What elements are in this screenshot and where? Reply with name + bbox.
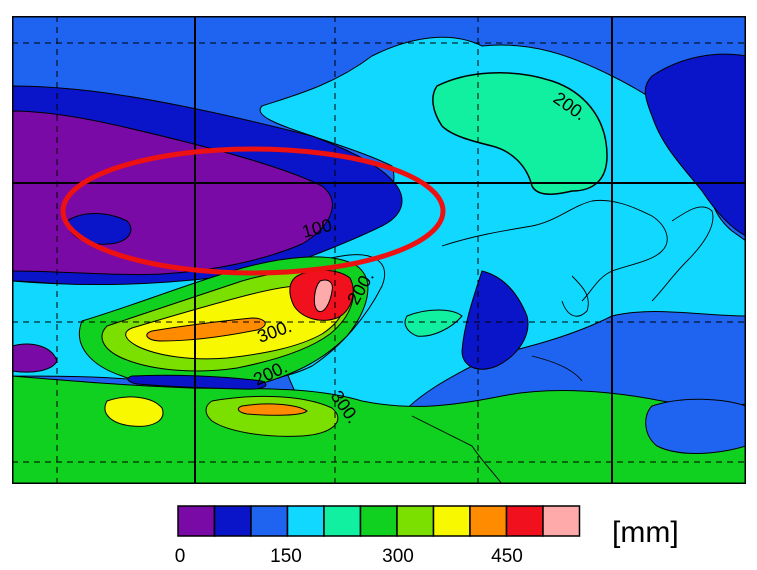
darkblue-streak	[127, 374, 267, 390]
colorbar-swatch	[505, 505, 544, 537]
darkblue-region-east	[644, 53, 746, 237]
colorbar-tick-0: 0	[175, 546, 186, 567]
blue-patch-south-east	[645, 398, 746, 454]
colorbar-swatch	[432, 505, 471, 537]
map-border	[12, 16, 746, 484]
colorbar-swatch	[396, 505, 435, 537]
green-region-northeast	[432, 72, 608, 196]
colorbar-unit-label: [mm]	[612, 516, 679, 549]
colorbar-swatch	[250, 505, 289, 537]
pink-core	[313, 279, 333, 313]
colorbar-swatch	[177, 505, 216, 537]
colorbar-tick-150: 150	[270, 546, 302, 567]
colorbar-swatch	[542, 505, 581, 537]
orange-streak	[146, 317, 266, 342]
colorbar-swatch	[469, 505, 508, 537]
yellow-patch-south	[104, 396, 164, 427]
colorbar-swatch	[286, 505, 325, 537]
colorbar-tick-450: 450	[491, 546, 523, 567]
colorbar-tick-300: 300	[382, 546, 414, 567]
lightgreen-patch-south	[205, 395, 339, 437]
colorbar-swatch	[213, 505, 252, 537]
dashed-gridlines	[12, 16, 746, 484]
precipitation-map: 200. 100. 200. 300. 200. 300.	[12, 16, 746, 484]
colorbar-legend	[177, 505, 581, 537]
green-blob-korea	[404, 309, 463, 337]
colorbar-swatch	[323, 505, 362, 537]
colorbar-swatch	[359, 505, 398, 537]
orange-streak-south	[237, 403, 308, 416]
